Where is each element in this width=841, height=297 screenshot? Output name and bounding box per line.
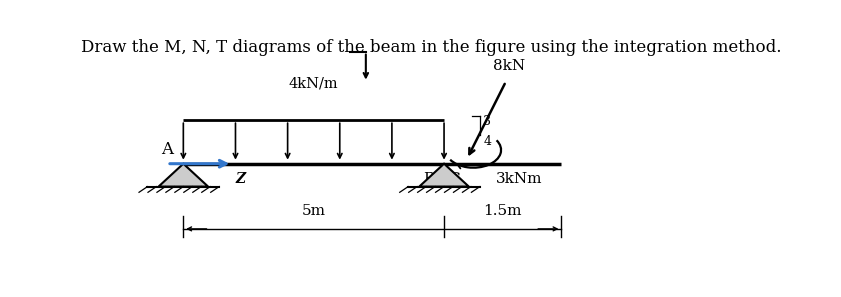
Text: 5m: 5m	[302, 203, 325, 218]
Text: 3: 3	[483, 115, 491, 127]
Text: C: C	[448, 172, 460, 186]
Text: 8kN: 8kN	[493, 59, 526, 73]
Text: 3kNm: 3kNm	[496, 172, 542, 186]
Text: 4kN/m: 4kN/m	[288, 77, 339, 91]
Polygon shape	[420, 164, 468, 187]
Polygon shape	[159, 164, 208, 187]
Text: Z: Z	[235, 172, 246, 186]
Text: Draw the M, N, T diagrams of the beam in the figure using the integration method: Draw the M, N, T diagrams of the beam in…	[81, 39, 781, 56]
Text: A: A	[161, 141, 173, 159]
Text: 1.5m: 1.5m	[484, 203, 522, 218]
Text: 4: 4	[483, 135, 491, 148]
Text: B: B	[423, 172, 434, 186]
